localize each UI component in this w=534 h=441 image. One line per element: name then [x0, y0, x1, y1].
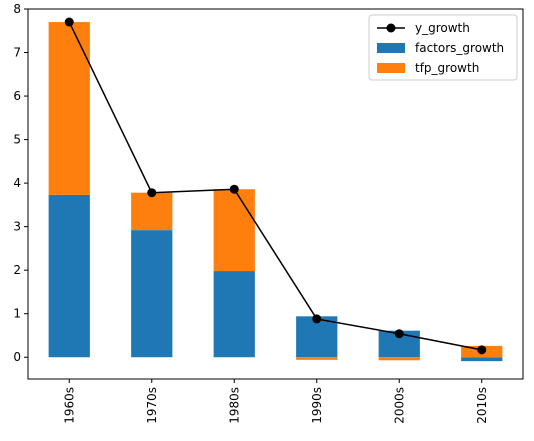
point-y_growth-2000s	[394, 329, 404, 339]
point-y_growth-1980s	[229, 184, 239, 194]
axes-frame	[27, 8, 524, 380]
bar-tfp_growth-1980s	[213, 189, 255, 272]
y-tick-label: 5	[13, 133, 21, 147]
y-tick-label: 0	[13, 350, 21, 364]
bar-tfp_growth-1960s	[48, 22, 90, 195]
bar-factors_growth-2010s	[461, 357, 503, 362]
point-y_growth-1990s	[312, 314, 322, 324]
x-tick-label: 1990s	[310, 387, 324, 424]
y-tick-label: 4	[13, 176, 21, 190]
legend-label-y_growth: y_growth	[415, 21, 470, 35]
legend-marker-y_growth	[386, 23, 396, 33]
x-axis: 1960s 1970s 1980s 1990s 2000s 2010s	[62, 379, 489, 424]
x-tick-label: 1960s	[62, 387, 76, 424]
x-tick-label: 2010s	[475, 387, 489, 424]
y-tick-label: 2	[13, 263, 21, 277]
bar-tfp_growth-1990s	[296, 357, 338, 360]
bar-tfp_growth-1970s	[131, 192, 173, 231]
x-tick-label: 2000s	[392, 387, 406, 424]
legend-swatch-tfp_growth	[377, 63, 405, 73]
y-tick-label: 8	[13, 2, 21, 16]
point-y_growth-1960s	[64, 17, 74, 27]
y-tick-label: 7	[13, 46, 21, 60]
legend-label-factors_growth: factors_growth	[415, 41, 504, 55]
legend-label-tfp_growth: tfp_growth	[415, 61, 479, 75]
bar-tfp_growth-2000s	[378, 357, 420, 361]
bar-factors_growth-1970s	[131, 230, 173, 358]
legend: y_growth factors_growth tfp_growth	[368, 14, 518, 81]
x-tick-label: 1980s	[227, 387, 241, 424]
line-layer	[64, 17, 487, 355]
bar-factors_growth-1980s	[213, 271, 255, 358]
y-tick-label: 1	[13, 307, 21, 321]
point-y_growth-1970s	[147, 188, 157, 198]
line-y_growth	[68, 21, 482, 351]
legend-box	[368, 14, 518, 81]
legend-swatch-factors_growth	[377, 43, 405, 53]
bar-factors_growth-1960s	[48, 194, 90, 358]
y-tick-label: 3	[13, 220, 21, 234]
point-y_growth-2010s	[477, 345, 487, 355]
y-axis: 0 1 2 3 4 5 6 7 8	[13, 2, 28, 364]
x-tick-label: 1970s	[145, 387, 159, 424]
y-tick-label: 6	[13, 89, 21, 103]
